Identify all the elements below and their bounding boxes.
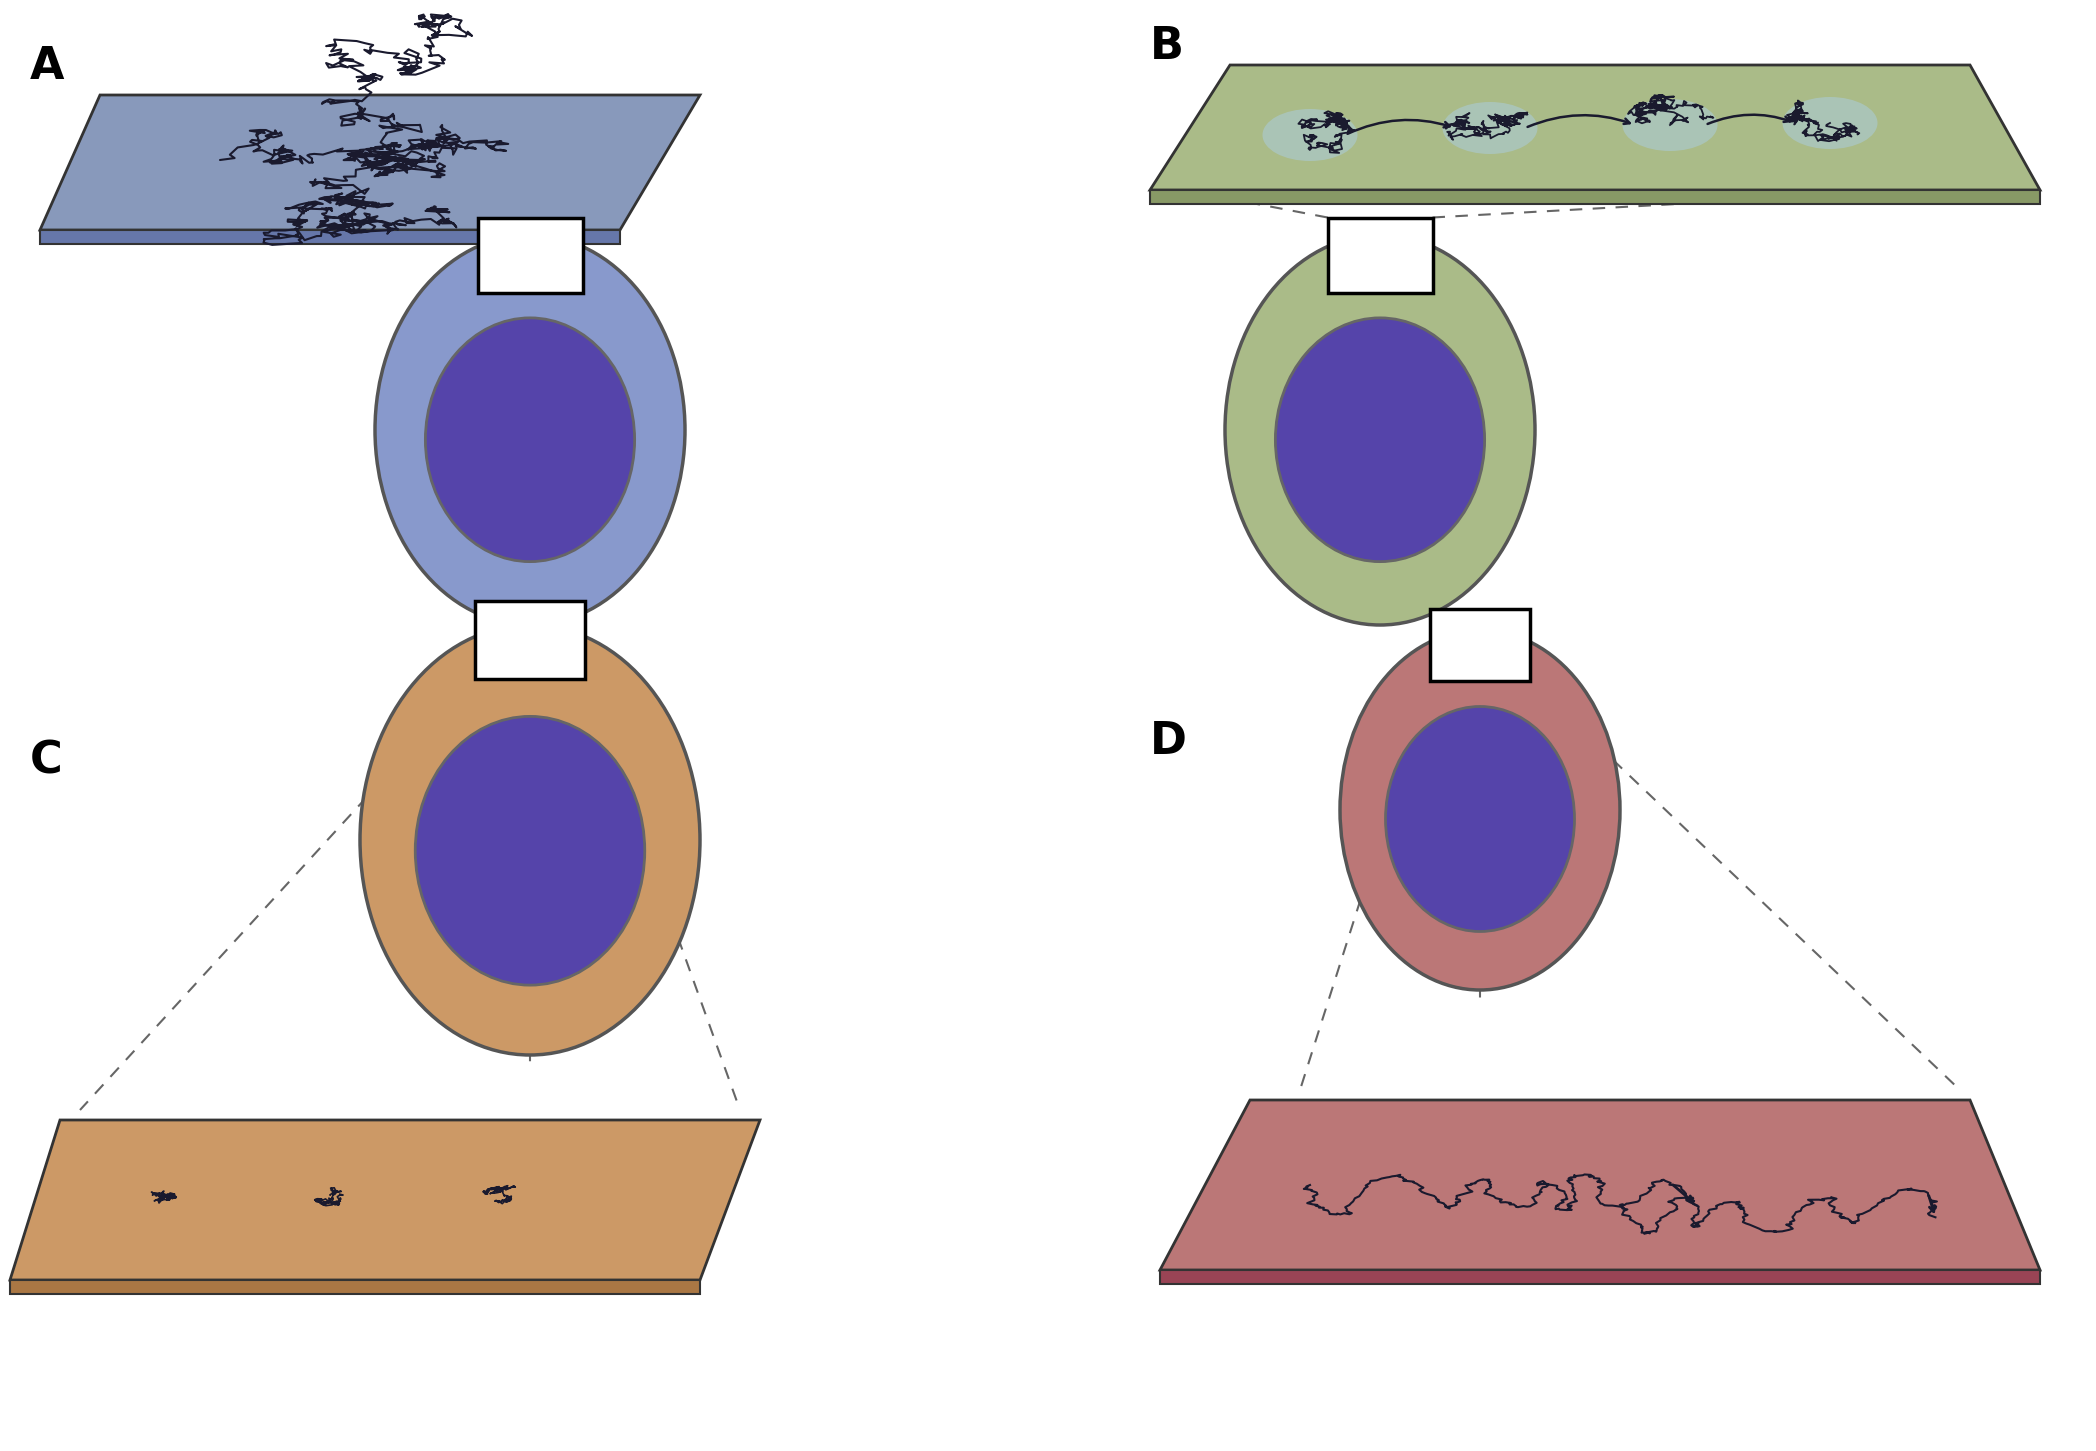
Ellipse shape — [1622, 99, 1717, 151]
Ellipse shape — [361, 625, 700, 1055]
Ellipse shape — [375, 235, 685, 625]
Bar — [478, 218, 583, 293]
Ellipse shape — [1274, 318, 1484, 562]
Ellipse shape — [1224, 235, 1534, 625]
Ellipse shape — [1442, 102, 1538, 154]
Ellipse shape — [415, 717, 646, 985]
Text: C: C — [29, 740, 63, 784]
Text: A: A — [29, 45, 65, 89]
Ellipse shape — [1262, 109, 1358, 161]
Polygon shape — [1159, 1100, 2039, 1270]
Bar — [1429, 609, 1530, 681]
Ellipse shape — [1339, 630, 1620, 990]
Bar — [476, 601, 585, 679]
Polygon shape — [10, 1280, 700, 1294]
Polygon shape — [40, 94, 700, 231]
Text: D: D — [1151, 720, 1186, 763]
Ellipse shape — [1385, 707, 1574, 932]
Polygon shape — [1159, 1270, 2039, 1284]
Polygon shape — [1151, 65, 2039, 190]
Bar — [1327, 218, 1432, 293]
Polygon shape — [40, 231, 620, 244]
Ellipse shape — [1782, 97, 1878, 149]
Polygon shape — [10, 1120, 761, 1280]
Polygon shape — [1151, 190, 2039, 205]
Ellipse shape — [425, 318, 635, 562]
Text: B: B — [1151, 25, 1184, 68]
